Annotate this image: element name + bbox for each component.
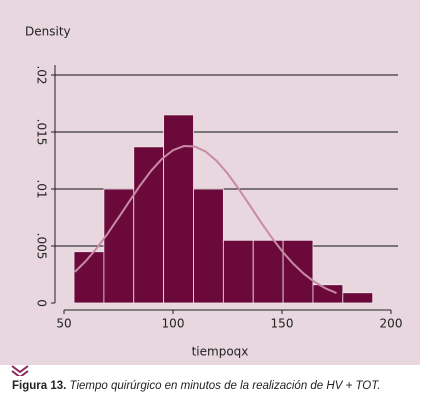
y-tick-label: .02 — [35, 65, 49, 84]
y-tick-label: .01 — [35, 179, 49, 198]
bar — [193, 188, 224, 304]
x-tick-label: 100 — [162, 317, 185, 331]
bar — [312, 284, 344, 304]
x-tick-label: 50 — [56, 317, 71, 331]
x-tick-label: 200 — [380, 317, 403, 331]
bar — [103, 188, 135, 304]
y-tick-label: .005 — [35, 233, 49, 260]
chart: Density tiempoqx 0 .005 .01 .015 .02 50 100 150… — [0, 0, 420, 376]
caption: Figura 13. Tiempo quirúrgico en minutos … — [12, 380, 380, 392]
bar — [282, 239, 314, 304]
x-axis-label: tiempoqx — [192, 345, 249, 359]
caption-text: Tiempo quirúrgico en minutos de la reali… — [69, 380, 381, 392]
bar — [342, 292, 374, 304]
bar — [252, 239, 284, 304]
background — [0, 0, 420, 365]
chevron-icon — [11, 365, 29, 376]
y-tick-label: .015 — [35, 119, 49, 146]
y-tick-label: 0 — [35, 299, 49, 307]
bar — [133, 146, 165, 304]
bar — [222, 239, 254, 304]
caption-label: Figura 13. — [12, 380, 67, 392]
bar — [163, 114, 194, 304]
x-tick-label: 150 — [271, 317, 294, 331]
y-axis-label: Density — [25, 25, 71, 39]
bar — [73, 251, 105, 304]
density-curve — [74, 145, 337, 295]
